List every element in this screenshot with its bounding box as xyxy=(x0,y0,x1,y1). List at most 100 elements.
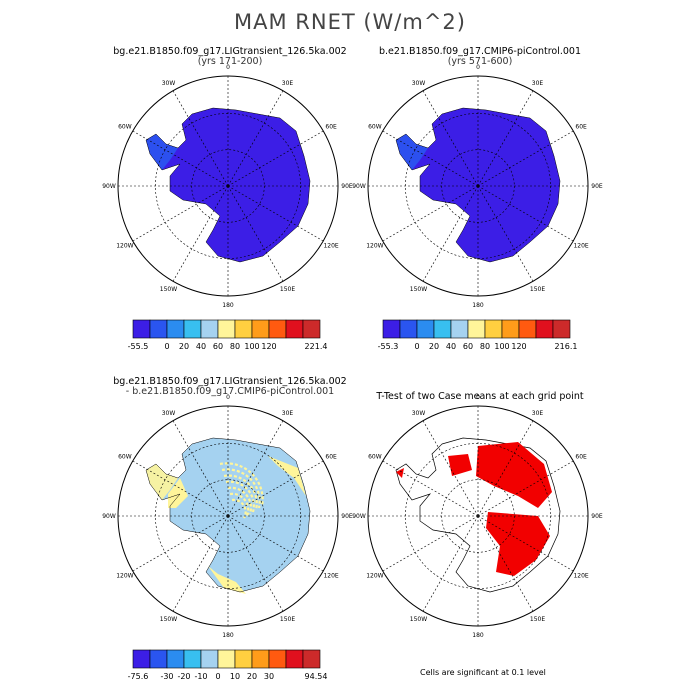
positive-anomaly-arc xyxy=(221,468,261,509)
positive-anomaly-arc xyxy=(227,486,253,515)
positive-anomaly-region xyxy=(268,456,306,496)
colorbar-swatch xyxy=(132,319,151,339)
longitude-label: 30W xyxy=(412,410,426,417)
longitude-label: 60W xyxy=(118,454,132,461)
colorbar-tick-label: 10 xyxy=(230,672,240,681)
longitude-label: 120E xyxy=(573,573,588,580)
colorbar-tick-label: 120 xyxy=(511,342,526,351)
colorbar-swatch xyxy=(234,649,253,669)
colorbar-tick-label: 60 xyxy=(463,342,473,351)
colorbar-swatch xyxy=(166,319,185,339)
colorbar-swatch xyxy=(467,319,486,339)
colorbar-tick-label: 20 xyxy=(179,342,189,351)
colorbar-panel-1: -55.5 0 20 40 60 80 100 120 221.4 xyxy=(128,319,328,351)
continent-outline xyxy=(395,107,561,263)
main-title: MAM RNET (W/m^2) xyxy=(234,10,466,34)
longitude-label: 150E xyxy=(530,616,545,623)
significant-cells xyxy=(396,468,404,478)
longitude-label: 180 xyxy=(222,632,234,639)
colorbar-swatch xyxy=(268,319,287,339)
longitude-label: 180 xyxy=(472,632,484,639)
longitude-label: 90W xyxy=(102,183,116,190)
significant-cells xyxy=(448,454,472,476)
colorbar-swatch xyxy=(200,649,219,669)
colorbar-tick-label: 30 xyxy=(264,672,274,681)
map-panel-4: 0 180 90W 90E 30W 60W 30E 60E 120W 150W 120E 150E xyxy=(352,394,603,639)
colorbar-swatch xyxy=(450,319,469,339)
colorbar-tick-label: -30 xyxy=(160,672,173,681)
longitude-label: 30W xyxy=(412,80,426,87)
colorbar-swatch xyxy=(433,319,452,339)
longitude-label: 120E xyxy=(323,573,338,580)
colorbar-swatch xyxy=(552,319,571,339)
panel-3-title: bg.e21.B1850.f09_g17.LIGtransient_126.5k… xyxy=(110,377,350,397)
colorbar-swatch xyxy=(518,319,537,339)
longitude-label: 0 xyxy=(476,64,480,71)
longitude-label: 120W xyxy=(366,573,383,580)
longitude-label: 180 xyxy=(472,302,484,309)
positive-anomaly-arc xyxy=(229,492,250,517)
colorbar-swatch xyxy=(251,319,270,339)
colorbar-swatch xyxy=(535,319,554,339)
colorbar-swatch xyxy=(200,319,219,339)
longitude-label: 30W xyxy=(162,80,176,87)
colorbar-tick-label: 40 xyxy=(196,342,206,351)
colorbar-tick-label: 80 xyxy=(480,342,490,351)
colorbar-tick-label: 0 xyxy=(414,342,419,351)
colorbar-tick-label: 100 xyxy=(494,342,509,351)
colorbar-swatch xyxy=(416,319,435,339)
longitude-label: 90E xyxy=(591,513,603,520)
colorbar-swatch xyxy=(484,319,503,339)
colorbar-swatch xyxy=(217,649,236,669)
colorbar-min-label: -75.6 xyxy=(128,672,149,681)
panel-1-title-text: bg.e21.B1850.f09_g17.LIGtransient_126.5k… xyxy=(113,46,347,57)
colorbar-tick-label: 120 xyxy=(261,342,276,351)
longitude-label: 120E xyxy=(573,243,588,250)
significant-cells xyxy=(476,442,552,508)
longitude-label: 150E xyxy=(280,616,295,623)
colorbar-swatch xyxy=(149,319,168,339)
colorbar-swatch xyxy=(501,319,520,339)
colorbar-tick-label: -10 xyxy=(194,672,207,681)
colorbar-swatch xyxy=(183,319,202,339)
positive-anomaly-arc xyxy=(219,462,264,507)
colorbar-tick-label: 0 xyxy=(164,342,169,351)
colorbar-tick-label: 20 xyxy=(247,672,257,681)
map-panel-3: 0 180 90W 90E 30W 60W 30E 60E 120W 150W 120E 150E xyxy=(102,394,353,639)
panel-2-title-text: b.e21.B1850.f09_g17.CMIP6-piControl.001 xyxy=(378,46,582,57)
longitude-label: 30W xyxy=(162,410,176,417)
colorbar-panel-3: -75.6 -30 -20 -10 0 10 20 30 94.54 xyxy=(128,649,328,681)
panel-3-subtitle: - b.e21.B1850.f09_g17.CMIP6-piControl.00… xyxy=(125,386,335,397)
longitude-label: 150E xyxy=(530,286,545,293)
continent-outline xyxy=(395,437,561,593)
positive-anomaly-region xyxy=(168,478,188,508)
colorbar-swatch xyxy=(302,319,321,339)
colorbar-swatch xyxy=(285,319,304,339)
longitude-label: 0 xyxy=(476,394,480,401)
longitude-label: 120W xyxy=(116,243,133,250)
longitude-label: 90W xyxy=(352,183,366,190)
positive-anomaly-region xyxy=(208,566,246,594)
longitude-label: 60E xyxy=(575,124,587,131)
continent-outline xyxy=(145,107,311,263)
longitude-label: 30E xyxy=(282,410,294,417)
colorbar-min-label: -55.5 xyxy=(128,342,149,351)
longitude-label: 30E xyxy=(282,80,294,87)
longitude-label: 60W xyxy=(368,124,382,131)
panel-2-title: b.e21.B1850.f09_g17.CMIP6-piControl.001 … xyxy=(360,47,600,67)
longitude-label: 60W xyxy=(368,454,382,461)
colorbar-max-label: 94.54 xyxy=(305,672,328,681)
longitude-label: 120W xyxy=(366,243,383,250)
colorbar-tick-label: 80 xyxy=(230,342,240,351)
longitude-label: 60E xyxy=(325,124,337,131)
positive-anomaly-arc xyxy=(225,480,255,513)
map-panel-1: 0 180 90W 90E 30W 60W 30E 60E 120W 150W 120E 150E xyxy=(102,64,353,309)
colorbar-tick-label: 100 xyxy=(244,342,259,351)
colorbar-max-label: 221.4 xyxy=(305,342,328,351)
longitude-label: 30E xyxy=(532,410,544,417)
positive-anomaly-arc xyxy=(223,474,258,511)
colorbar-swatch xyxy=(285,649,304,669)
colorbar-tick-label: -20 xyxy=(177,672,190,681)
colorbar-swatch xyxy=(166,649,185,669)
